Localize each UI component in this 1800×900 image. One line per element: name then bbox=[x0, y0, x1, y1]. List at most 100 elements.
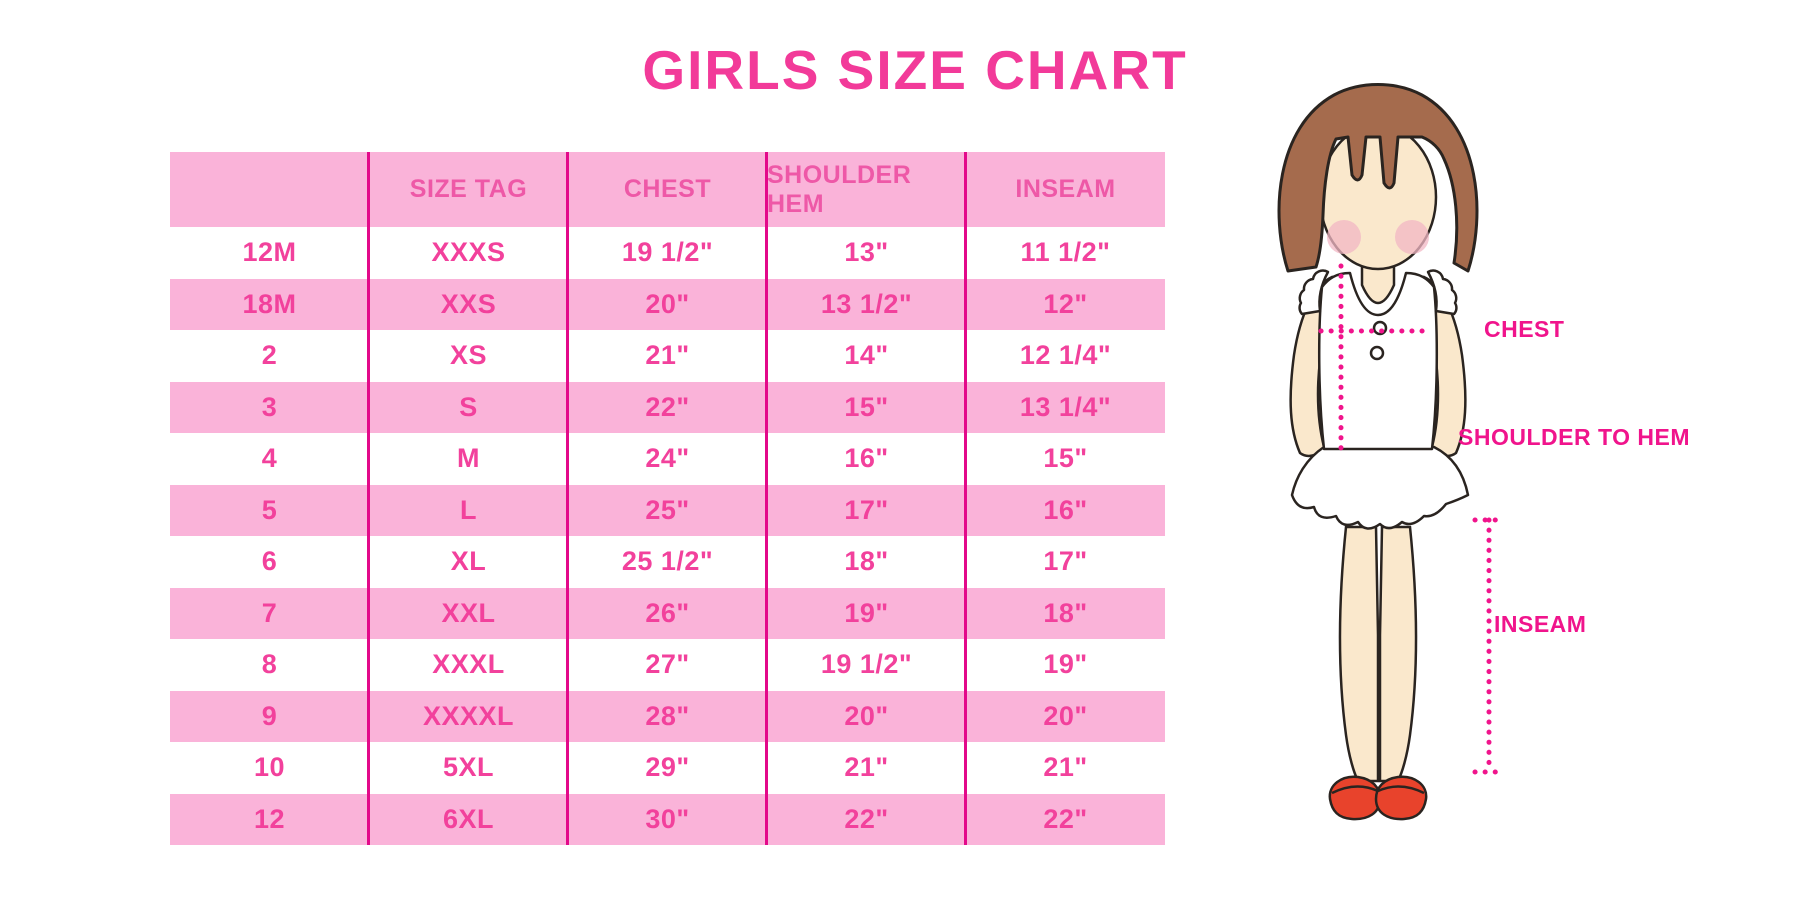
girl-shoe-right bbox=[1374, 775, 1428, 821]
table-cell: 20" bbox=[844, 700, 889, 731]
table-cell: 11 1/2" bbox=[1020, 237, 1111, 268]
top-button-2 bbox=[1369, 345, 1385, 361]
table-cell: 12" bbox=[1043, 288, 1088, 319]
table-cell: M bbox=[457, 443, 480, 474]
table-cell: 17" bbox=[844, 494, 889, 525]
girl-top bbox=[1317, 271, 1439, 451]
table-body: 12M XXXS 19 1/2" 13" 11 1/2" 18M XXS 20" 13 1/2"… bbox=[170, 227, 1165, 845]
table-cell: 20" bbox=[645, 288, 690, 319]
table-cell: 27" bbox=[645, 649, 690, 680]
table-cell: 18M bbox=[242, 288, 297, 319]
table-row: 12M XXXS 19 1/2" 13" 11 1/2" bbox=[170, 227, 1165, 279]
table-cell: 16" bbox=[844, 443, 889, 474]
table-cell: 6XL bbox=[442, 803, 495, 834]
table-cell: 9 bbox=[261, 700, 278, 731]
table-cell: XXS bbox=[440, 288, 497, 319]
table-cell: 19" bbox=[844, 597, 889, 628]
girl-blush-left bbox=[1327, 220, 1361, 254]
header-cell-inseam: INSEAM bbox=[1015, 175, 1116, 203]
header-cell-chest: CHEST bbox=[623, 175, 712, 203]
table-row: 8 XXXL 27" 19 1/2" 19" bbox=[170, 639, 1165, 691]
table-cell: 4 bbox=[261, 443, 278, 474]
table-cell: 2 bbox=[261, 340, 278, 371]
table-cell: 19 1/2" bbox=[820, 649, 913, 680]
page-title: GIRLS SIZE CHART bbox=[642, 39, 1188, 101]
girl-leg-left bbox=[1338, 525, 1380, 783]
girl-illustration bbox=[1277, 83, 1507, 821]
table-cell: 8 bbox=[261, 649, 278, 680]
table-cell: 5 bbox=[261, 494, 278, 525]
girl-skirt bbox=[1290, 445, 1470, 530]
table-cell: 25 1/2" bbox=[621, 546, 714, 577]
table-cell: 22" bbox=[1043, 803, 1088, 834]
table-cell: 21" bbox=[844, 752, 889, 783]
table-cell: 22" bbox=[844, 803, 889, 834]
table-cell: 5XL bbox=[442, 752, 495, 783]
column-divider bbox=[765, 152, 768, 845]
table-cell: 29" bbox=[645, 752, 690, 783]
girl-leg-right bbox=[1378, 525, 1418, 783]
table-cell: XL bbox=[450, 546, 487, 577]
table-row: 12 6XL 30" 22" 22" bbox=[170, 793, 1165, 845]
table-cell: 3 bbox=[261, 391, 278, 422]
table-cell: 13 1/2" bbox=[820, 288, 913, 319]
table-cell: 14" bbox=[844, 340, 889, 371]
table-cell: 16" bbox=[1043, 494, 1088, 525]
table-cell: 20" bbox=[1043, 700, 1088, 731]
shoulder-ruffle-right bbox=[1426, 269, 1458, 316]
table-row: 3 S 22" 15" 13 1/4" bbox=[170, 381, 1165, 433]
inseam-label: INSEAM bbox=[1494, 611, 1587, 637]
table-cell: 21" bbox=[1043, 752, 1088, 783]
table-cell: 21" bbox=[645, 340, 690, 371]
table-cell: L bbox=[460, 494, 477, 525]
table-cell: 18" bbox=[1043, 597, 1088, 628]
girl-hair bbox=[1277, 83, 1479, 273]
table-row: 2 XS 21" 14" 12 1/4" bbox=[170, 330, 1165, 382]
table-cell: XXXL bbox=[432, 649, 505, 680]
table-cell: XXXS bbox=[431, 237, 506, 268]
table-cell: 13 1/4" bbox=[1019, 391, 1112, 422]
table-cell: 12 1/4" bbox=[1019, 340, 1112, 371]
chest-label: CHEST bbox=[1484, 316, 1565, 342]
table-cell: XXL bbox=[441, 597, 496, 628]
table-cell: 6 bbox=[261, 546, 278, 577]
table-cell: 12 bbox=[253, 803, 286, 834]
table-row: 10 5XL 29" 21" 21" bbox=[170, 742, 1165, 794]
table-cell: 17" bbox=[1043, 546, 1088, 577]
table-row: 6 XL 25 1/2" 18" 17" bbox=[170, 536, 1165, 588]
table-row: 5 L 25" 17" 16" bbox=[170, 484, 1165, 536]
column-divider bbox=[566, 152, 569, 845]
table-cell: 28" bbox=[645, 700, 690, 731]
table-cell: XS bbox=[449, 340, 488, 371]
column-divider bbox=[964, 152, 967, 845]
header-cell-size-tag: SIZE TAG bbox=[409, 175, 528, 203]
table-cell: 22" bbox=[645, 391, 690, 422]
girl-blush-right bbox=[1395, 220, 1429, 254]
table-cell: 25" bbox=[645, 494, 690, 525]
table-cell: 30" bbox=[645, 803, 690, 834]
table-cell: 15" bbox=[844, 391, 889, 422]
table-row: 4 M 24" 16" 15" bbox=[170, 433, 1165, 485]
shoulder-ruffle-left bbox=[1298, 269, 1330, 316]
shoulder-to-hem-label: SHOULDER TO HEM bbox=[1458, 424, 1690, 450]
table-cell: 24" bbox=[645, 443, 690, 474]
table-cell: 12M bbox=[242, 237, 297, 268]
shoe-strap-right bbox=[1377, 785, 1425, 795]
table-cell: 18" bbox=[844, 546, 889, 577]
table-cell: 26" bbox=[645, 597, 690, 628]
table-row: 18M XXS 20" 13 1/2" 12" bbox=[170, 278, 1165, 330]
table-cell: 13" bbox=[844, 237, 889, 268]
table-cell: S bbox=[459, 391, 478, 422]
table-cell: 10 bbox=[253, 752, 286, 783]
table-row: 9 XXXXL 28" 20" 20" bbox=[170, 690, 1165, 742]
table-cell: 7 bbox=[261, 597, 278, 628]
size-table: SIZE TAG CHEST SHOULDER HEM INSEAM 12M XX… bbox=[170, 152, 1165, 845]
table-row: 7 XXL 26" 19" 18" bbox=[170, 587, 1165, 639]
table-cell: XXXXL bbox=[422, 700, 515, 731]
girl-shoe-left bbox=[1328, 775, 1382, 821]
shoe-strap-left bbox=[1331, 785, 1379, 795]
header-cell-size bbox=[170, 152, 369, 227]
table-cell: 15" bbox=[1043, 443, 1088, 474]
header-cell-shoulder-hem: SHOULDER HEM bbox=[767, 160, 912, 218]
table-header-row: SIZE TAG CHEST SHOULDER HEM INSEAM bbox=[170, 152, 1165, 227]
